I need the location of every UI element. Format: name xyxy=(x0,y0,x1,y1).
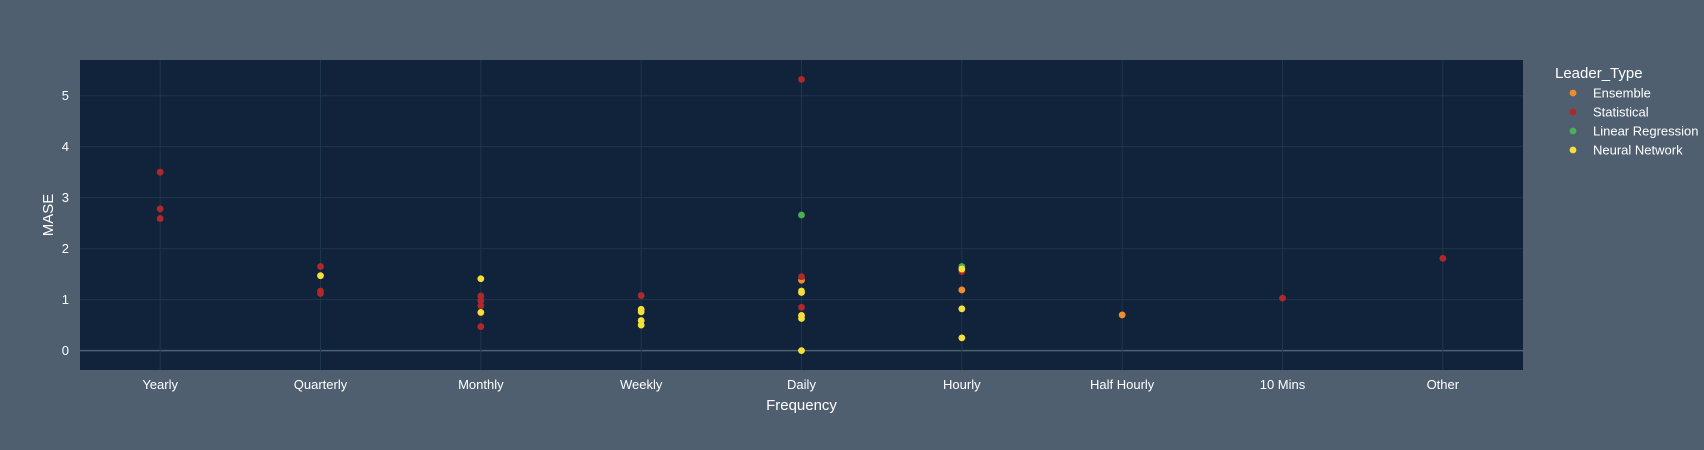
point-ensemble[interactable] xyxy=(1118,311,1126,319)
legend-marker xyxy=(1569,89,1577,97)
y-axis-ticks: 0 1 2 3 4 5 xyxy=(62,88,69,358)
legend-item-ensemble[interactable]: Ensemble xyxy=(1569,86,1651,101)
legend-label: Linear Regression xyxy=(1593,124,1699,139)
x-tick-label: 10 Mins xyxy=(1260,377,1306,392)
point-statistical[interactable] xyxy=(798,75,805,83)
y-tick-label: 0 xyxy=(62,343,69,358)
x-tick-label: Quarterly xyxy=(294,377,348,392)
legend-title: Leader_Type xyxy=(1555,65,1643,82)
point-neural-network[interactable] xyxy=(958,265,966,273)
legend-label: Neural Network xyxy=(1593,143,1683,158)
point-statistical[interactable] xyxy=(477,323,485,331)
point-statistical[interactable] xyxy=(637,292,645,299)
x-tick-label: Other xyxy=(1427,377,1460,392)
legend-label: Ensemble xyxy=(1593,86,1651,101)
y-tick-label: 3 xyxy=(62,190,69,205)
x-tick-label: Daily xyxy=(787,377,816,392)
point-statistical[interactable] xyxy=(1279,294,1286,302)
point-neural-network[interactable] xyxy=(317,272,324,280)
point-neural-network[interactable] xyxy=(637,308,645,316)
y-tick-label: 4 xyxy=(62,139,69,154)
point-statistical[interactable] xyxy=(156,205,164,213)
point-statistical[interactable] xyxy=(1439,254,1447,262)
point-neural-network[interactable] xyxy=(477,308,485,316)
point-neural-network[interactable] xyxy=(798,289,805,296)
point-neural-network[interactable] xyxy=(637,321,645,329)
x-tick-label: Half Hourly xyxy=(1090,377,1155,392)
y-tick-label: 2 xyxy=(62,241,69,256)
point-neural-network[interactable] xyxy=(958,305,966,313)
legend-marker xyxy=(1569,127,1577,135)
legend-label: Statistical xyxy=(1593,105,1649,120)
legend-item-statistical[interactable]: Statistical xyxy=(1569,105,1649,120)
point-statistical[interactable] xyxy=(156,215,164,222)
point-linear-regression[interactable] xyxy=(798,211,805,219)
legend-marker xyxy=(1569,146,1577,154)
y-tick-label: 1 xyxy=(62,292,69,307)
point-neural-network[interactable] xyxy=(798,347,805,355)
x-tick-label: Hourly xyxy=(943,377,981,392)
x-tick-label: Yearly xyxy=(142,377,178,392)
point-statistical[interactable] xyxy=(798,303,805,311)
point-statistical[interactable] xyxy=(477,302,485,310)
x-tick-label: Monthly xyxy=(458,377,504,392)
legend-item-neural-network[interactable]: Neural Network xyxy=(1569,143,1683,158)
point-statistical[interactable] xyxy=(477,297,485,305)
legend-marker xyxy=(1569,108,1577,116)
point-statistical[interactable] xyxy=(317,263,324,270)
legend[interactable]: Leader_Type Ensemble Statistical Linear Re… xyxy=(1555,65,1699,158)
point-neural-network[interactable] xyxy=(798,315,805,322)
point-statistical[interactable] xyxy=(317,290,324,297)
point-statistical[interactable] xyxy=(156,168,164,176)
legend-item-linear-regression[interactable]: Linear Regression xyxy=(1569,124,1699,139)
data-points xyxy=(156,75,1447,355)
x-axis-title: Frequency xyxy=(766,397,837,414)
point-ensemble[interactable] xyxy=(958,286,966,294)
point-neural-network[interactable] xyxy=(958,334,966,342)
point-neural-network[interactable] xyxy=(477,275,485,283)
y-axis-title: MASE xyxy=(40,194,57,237)
point-statistical[interactable] xyxy=(798,273,805,281)
x-tick-label: Weekly xyxy=(620,377,663,392)
x-axis-ticks: Yearly Quarterly Monthly Weekly Daily Hourly H… xyxy=(142,377,1459,392)
y-tick-label: 5 xyxy=(62,88,69,103)
